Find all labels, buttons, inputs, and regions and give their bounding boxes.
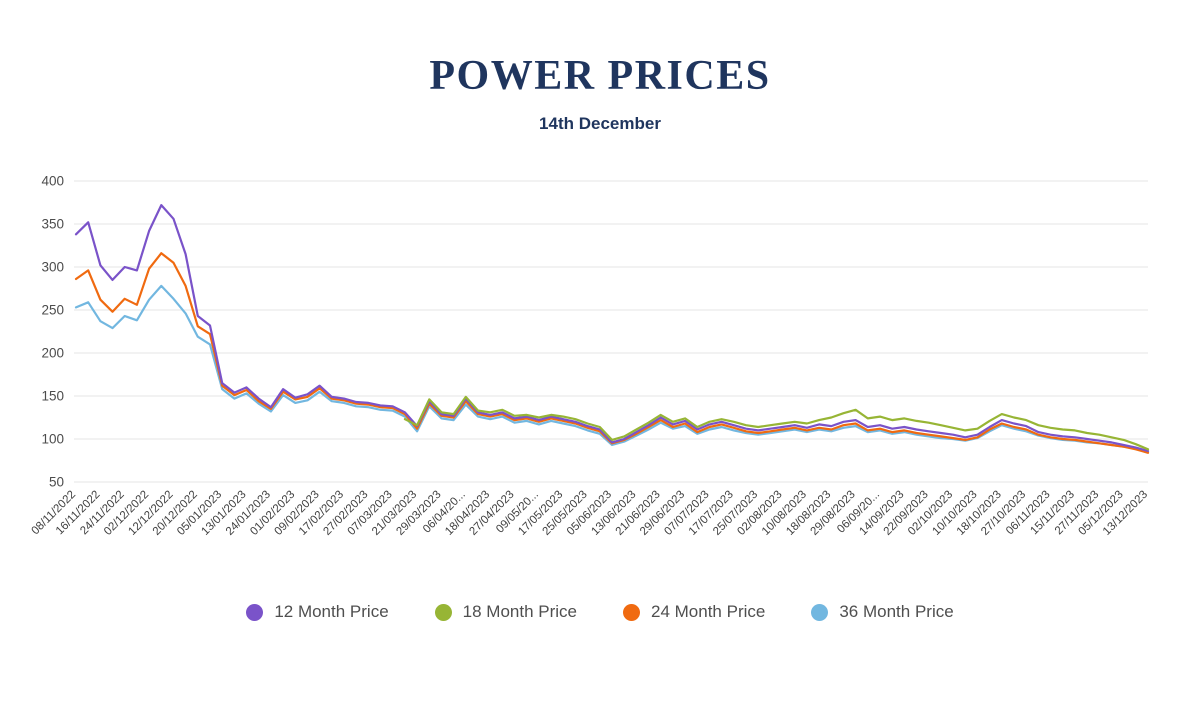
legend-swatch-icon	[246, 603, 264, 621]
legend-item-24-month-price: 24 Month Price	[623, 602, 765, 622]
legend-item-18-month-price: 18 Month Price	[434, 602, 577, 622]
legend-swatch-icon	[434, 603, 452, 621]
legend-label: 36 Month Price	[839, 602, 954, 621]
page-title: POWER PRICES	[429, 53, 771, 99]
legend-item-12-month-price: 12 Month Price	[246, 602, 389, 622]
series-line-12-month-price	[74, 203, 1150, 453]
svg-text:50: 50	[49, 475, 64, 490]
legend-swatch-icon	[623, 603, 640, 621]
svg-text:100: 100	[41, 432, 64, 447]
page-subtitle: 14th December	[539, 114, 661, 133]
series-line-36-month-price	[74, 284, 1150, 453]
series-lines	[74, 203, 1150, 454]
svg-text:400: 400	[41, 174, 64, 189]
gridlines	[74, 180, 1148, 483]
series-line-18-month-price	[403, 395, 1150, 451]
legend-swatch-icon	[811, 603, 829, 621]
svg-text:300: 300	[41, 260, 64, 275]
legend-label: 24 Month Price	[651, 602, 766, 621]
price-chart: 400 350 300 250 200 150 100 50 08/11/202216/11/…	[30, 174, 1151, 538]
svg-text:200: 200	[41, 346, 64, 361]
y-axis-labels: 400 350 300 250 200 150 100 50	[41, 174, 64, 490]
legend: 12 Month Price 18 Month Price 24 Month Pri…	[0, 602, 1200, 622]
legend-label: 18 Month Price	[462, 602, 577, 621]
legend-item-36-month-price: 36 Month Price	[811, 602, 954, 622]
svg-text:250: 250	[41, 303, 64, 318]
svg-text:350: 350	[41, 217, 64, 232]
x-axis-labels: 08/11/202216/11/202224/11/202202/12/2022…	[30, 489, 1151, 538]
svg-text:150: 150	[41, 389, 64, 404]
legend-label: 12 Month Price	[274, 602, 389, 621]
